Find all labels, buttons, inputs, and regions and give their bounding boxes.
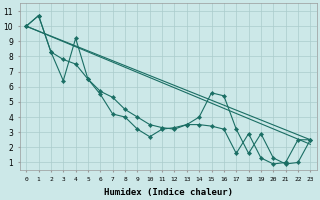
- X-axis label: Humidex (Indice chaleur): Humidex (Indice chaleur): [104, 188, 233, 197]
